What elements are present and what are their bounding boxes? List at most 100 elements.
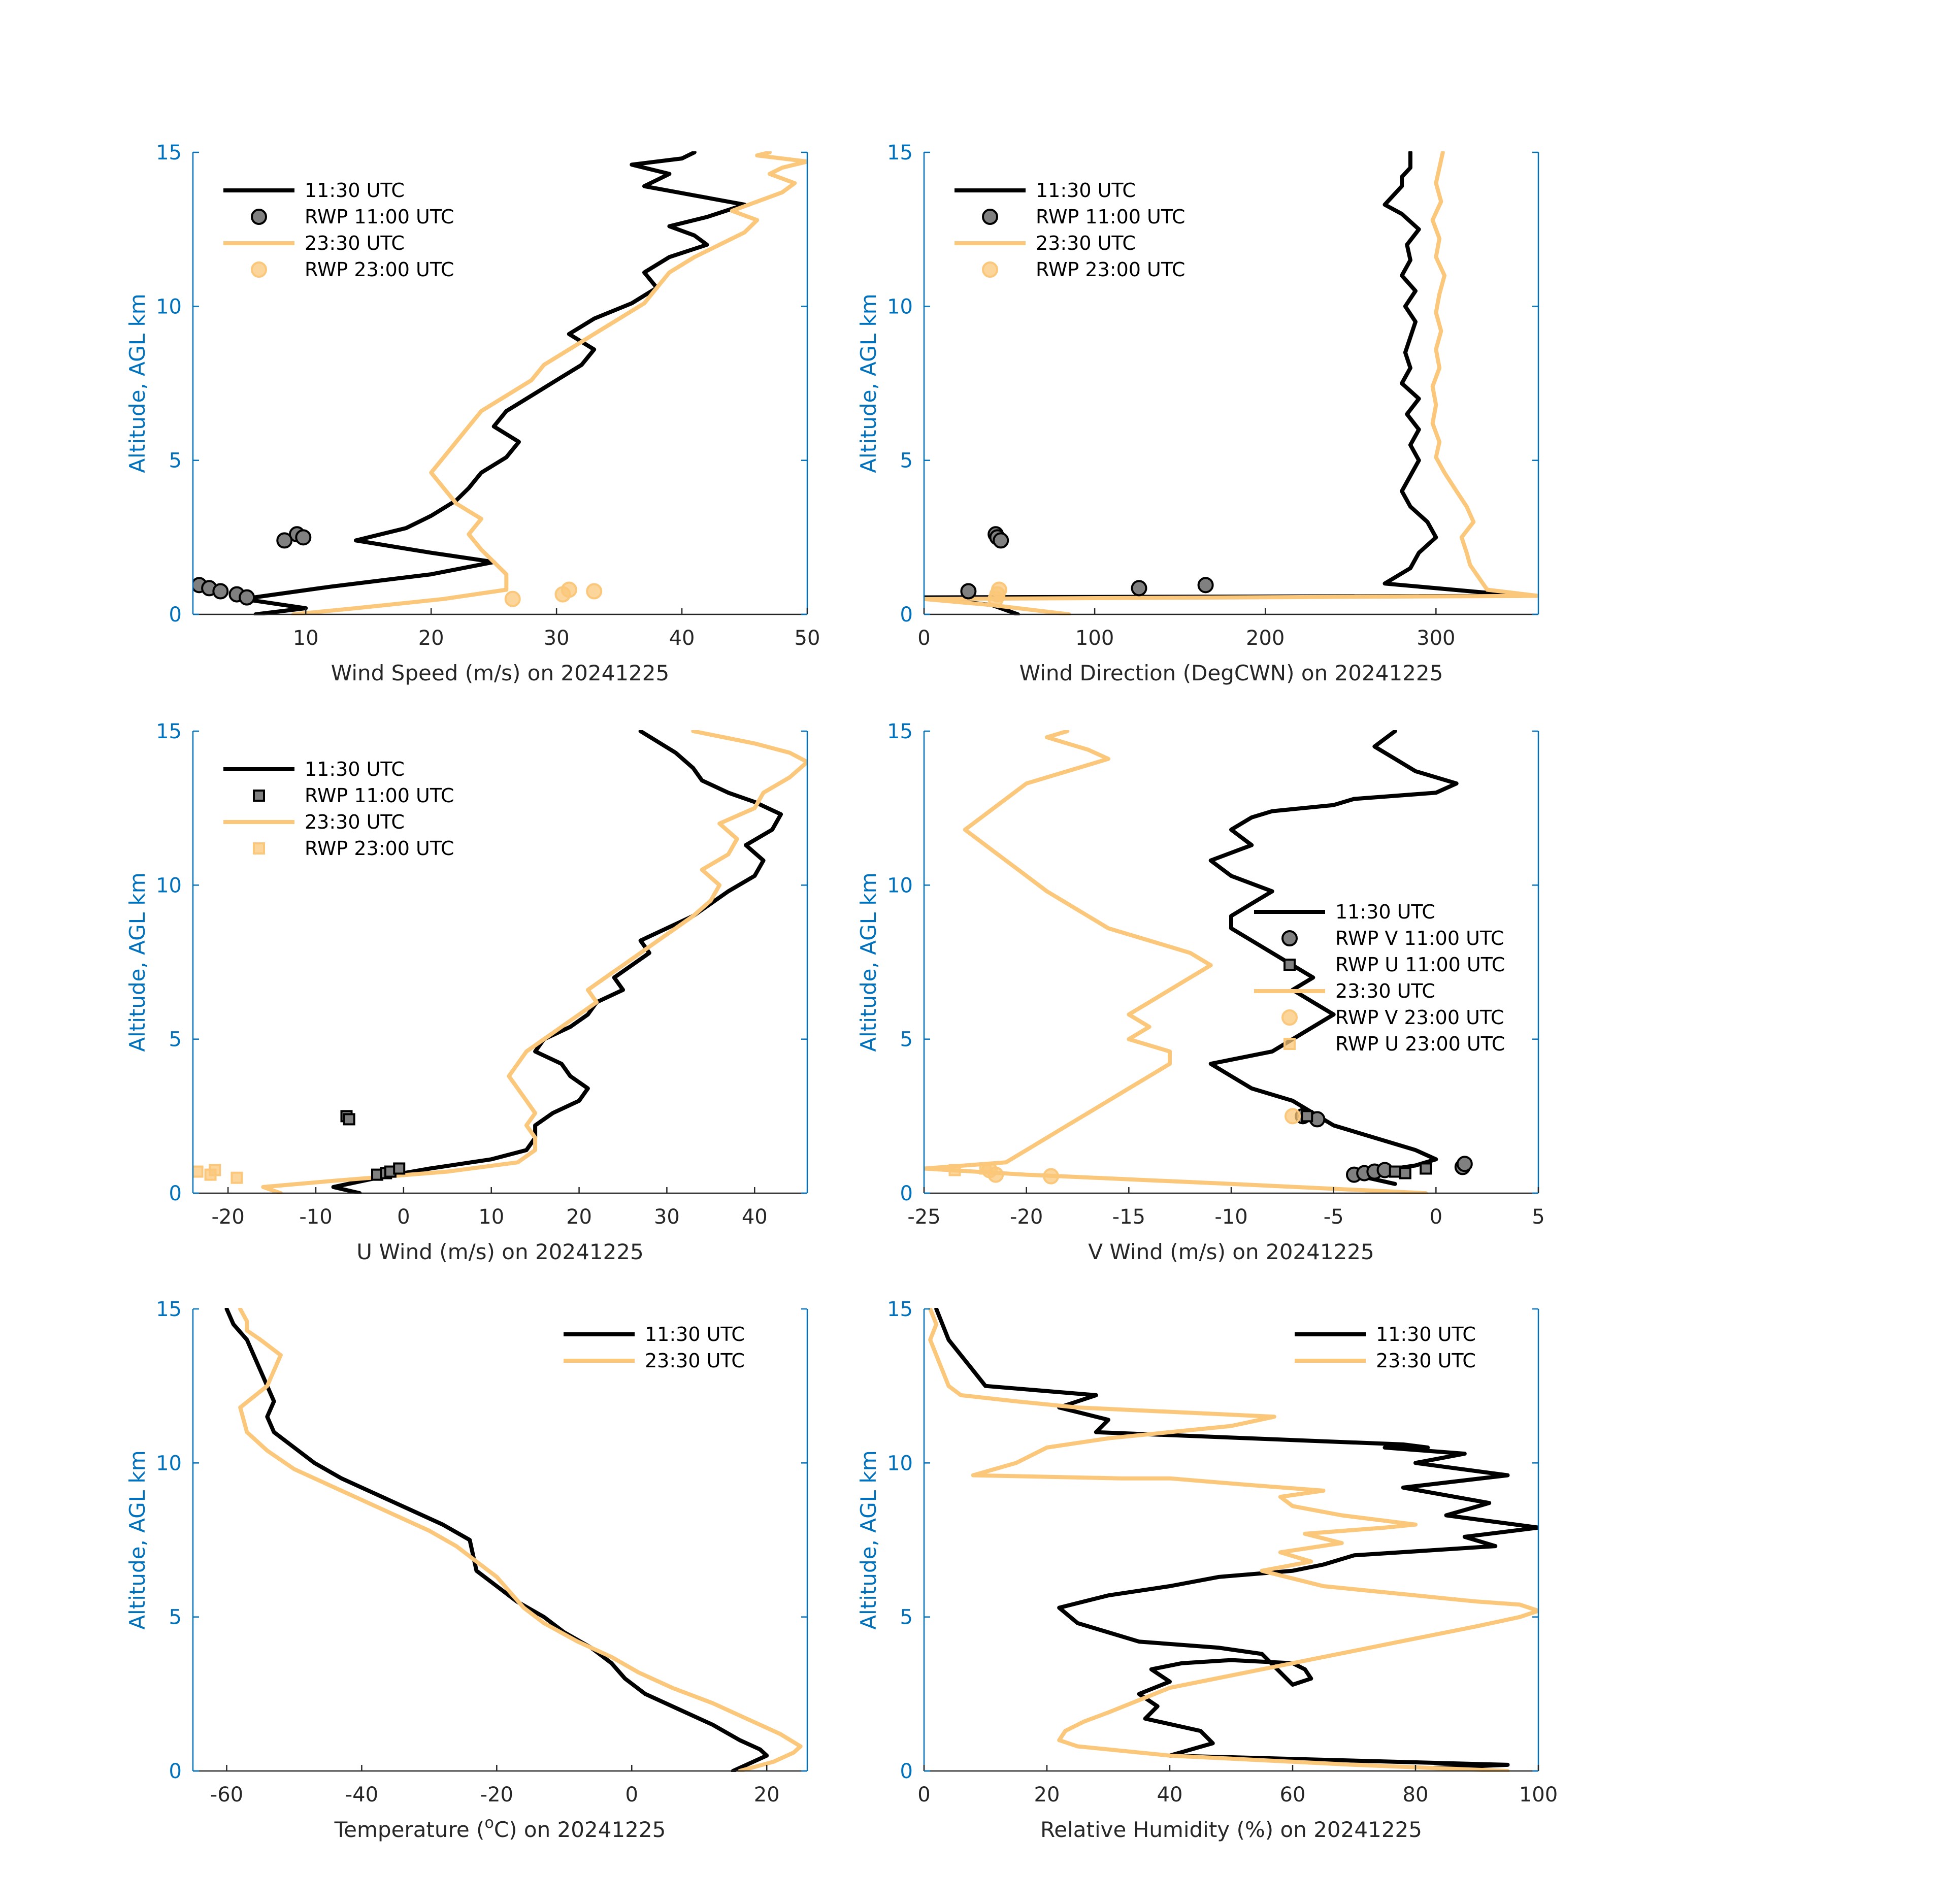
y-tick-label: 0 [900, 1182, 913, 1205]
x-tick-label: 30 [544, 627, 570, 650]
x-tick-label: -20 [211, 1205, 244, 1229]
x-tick-label: 40 [742, 1205, 768, 1229]
data-point [979, 1162, 992, 1175]
data-point [948, 1164, 961, 1176]
data-point [991, 581, 1007, 598]
legend-circle-marker [251, 261, 267, 278]
legend-label: 23:30 UTC [305, 232, 405, 254]
legend: 11:30 UTC 23:30 UTC [1295, 1323, 1476, 1372]
legend-item: RWP 23:00 UTC [982, 258, 1185, 281]
x-tick-label: -10 [299, 1205, 332, 1229]
y-tick-label: 15 [156, 720, 182, 743]
y-tick-label: 0 [169, 1182, 182, 1205]
series-line-23-30-utc [924, 151, 1538, 615]
data-point [1043, 1168, 1060, 1185]
legend-item: RWP 23:00 UTC [253, 837, 454, 860]
data-point [504, 590, 521, 607]
y-axis-label: Altitude, AGL km [856, 872, 881, 1052]
legend-item: RWP 23:00 UTC [251, 258, 454, 281]
legend-item: RWP U 23:00 UTC [1283, 1033, 1505, 1055]
x-tick-label: 0 [917, 1783, 930, 1807]
legend-circle-marker [251, 209, 267, 225]
legend-label: 23:30 UTC [1036, 232, 1136, 254]
x-axis-label: Wind Direction (DegCWN) on 20241225 [1019, 661, 1443, 685]
legend-square-marker [253, 842, 265, 855]
legend-item: RWP 11:00 UTC [982, 206, 1185, 228]
legend: 11:30 UTC RWP V 11:00 UTC RWP U 11:00 UTC 2… [1254, 901, 1505, 1055]
legend-circle-marker [1281, 1009, 1298, 1026]
x-axis-label: V Wind (m/s) on 20241225 [1088, 1239, 1374, 1264]
data-point [193, 1165, 204, 1178]
data-point [393, 1162, 406, 1175]
y-axis-label: Altitude, AGL km [125, 293, 150, 473]
data-point [209, 1164, 221, 1176]
legend: 11:30 UTC RWP 11:00 UTC 23:30 UTC RWP 23:00… [223, 179, 454, 281]
panel-wind-speed: 10 20 30 40 50 0 5 10 15 Wind Speed (m/s) on 2024… [125, 141, 820, 685]
legend-label: RWP 11:00 UTC [305, 784, 454, 807]
x-tick-label: 30 [654, 1205, 680, 1229]
y-tick-label: 15 [156, 141, 182, 165]
legend-label: RWP V 11:00 UTC [1335, 927, 1504, 949]
y-tick-label: 0 [900, 603, 913, 627]
x-tick-label: 0 [917, 627, 930, 650]
legend-item: 11:30 UTC [954, 179, 1136, 202]
data-point [960, 583, 977, 600]
x-tick-label: -60 [210, 1783, 243, 1807]
legend-circle-marker [982, 261, 998, 278]
y-axis-label: Altitude, AGL km [856, 1450, 881, 1629]
legend-item: RWP 11:00 UTC [251, 206, 454, 228]
legend: 11:30 UTC RWP 11:00 UTC 23:30 UTC RWP 23:00… [954, 179, 1185, 281]
y-tick-label: 10 [887, 1452, 913, 1475]
panel-wind-direction: 0 100 200 300 0 5 10 15 Wind Direction (DegCWN) … [856, 141, 1539, 685]
panel-temperature: -60 -40 -20 0 20 0 5 10 15 Temperature (oC) on 20… [125, 1298, 808, 1842]
legend-label: RWP 11:00 UTC [1036, 206, 1185, 228]
data-point [276, 532, 293, 549]
data-point [343, 1113, 355, 1126]
y-tick-label: 15 [887, 141, 913, 165]
data-point [993, 532, 1009, 549]
x-axis-label: U Wind (m/s) on 20241225 [356, 1239, 644, 1264]
series-line-11-30-utc [934, 1308, 1538, 1770]
legend-item: RWP V 11:00 UTC [1281, 927, 1504, 949]
data-point [1399, 1167, 1411, 1179]
x-tick-label: 20 [566, 1205, 592, 1229]
series-line-11-30-utc [924, 151, 1524, 615]
x-tick-label: 100 [1075, 627, 1114, 650]
legend-label: 23:30 UTC [305, 811, 405, 833]
y-tick-label: 0 [900, 1760, 913, 1783]
y-tick-label: 5 [169, 1028, 182, 1052]
legend-item: 11:30 UTC [1254, 901, 1435, 923]
series-line-23-30-utc [238, 1308, 803, 1772]
x-tick-label: -40 [345, 1783, 378, 1807]
data-point [561, 581, 577, 598]
legend-item: 23:30 UTC [1295, 1350, 1476, 1372]
legend-circle-marker [1281, 930, 1298, 946]
legend-label: RWP U 23:00 UTC [1335, 1033, 1505, 1055]
x-tick-label: 20 [418, 627, 444, 650]
legend-label: 23:30 UTC [1335, 980, 1435, 1002]
x-tick-label: 10 [478, 1205, 504, 1229]
y-axis-label: Altitude, AGL km [125, 872, 150, 1052]
legend-item: 11:30 UTC [223, 179, 405, 202]
data-point [1389, 1165, 1401, 1178]
legend-item: 23:30 UTC [223, 232, 405, 254]
data-point [1131, 580, 1147, 597]
x-axis-label: Temperature (oC) on 20241225 [334, 1814, 666, 1842]
legend-label: 11:30 UTC [1036, 179, 1136, 202]
x-tick-label: 0 [1430, 1205, 1442, 1229]
y-tick-label: 0 [169, 603, 182, 627]
legend-square-marker [1283, 959, 1296, 971]
series-line-23-30-utc [928, 1308, 1538, 1772]
y-tick-label: 5 [169, 449, 182, 473]
y-tick-label: 10 [156, 295, 182, 318]
legend-label: RWP 23:00 UTC [305, 837, 454, 860]
legend-item: 23:30 UTC [223, 811, 405, 833]
legend-label: RWP U 11:00 UTC [1335, 954, 1505, 976]
plot-area [924, 731, 1538, 1193]
legend-label: 11:30 UTC [305, 758, 405, 780]
legend-square-marker [1283, 1038, 1296, 1050]
y-tick-label: 5 [900, 1606, 913, 1629]
x-tick-label: -15 [1112, 1205, 1145, 1229]
y-axis-label: Altitude, AGL km [125, 1450, 150, 1629]
data-layer [224, 1308, 803, 1772]
